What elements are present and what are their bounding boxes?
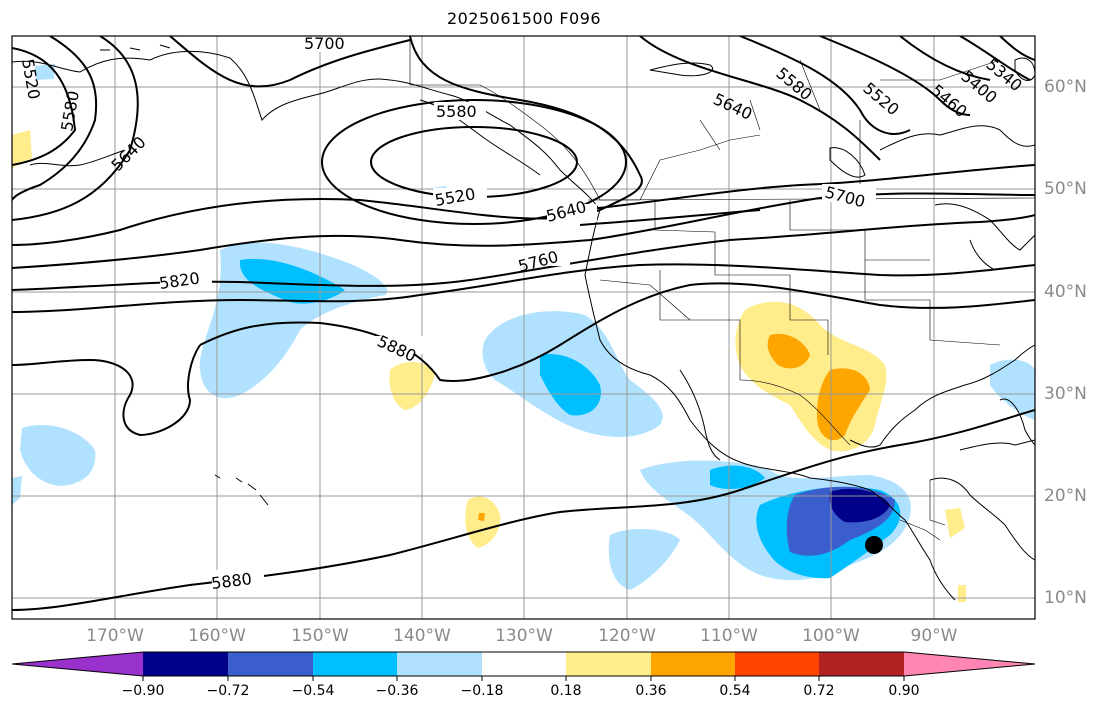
- colorbar-tick-label: 0.18: [550, 683, 582, 699]
- colorbar-tick-label: −0.72: [206, 683, 250, 699]
- latitude-label: 20°N: [1044, 486, 1087, 506]
- anomaly-region-yellow: [945, 508, 965, 538]
- colorbar-swatch: [143, 652, 228, 676]
- longitude-label: 160°W: [188, 626, 246, 646]
- colorbar-swatch: [566, 652, 651, 676]
- longitude-label: 100°W: [802, 626, 860, 646]
- anomaly-region-light-blue: [990, 359, 1035, 420]
- anomaly-region-orange: [767, 333, 810, 369]
- colorbar-swatch: [735, 652, 819, 676]
- longitude-label: 130°W: [495, 626, 553, 646]
- contour-label: 5580: [57, 89, 83, 132]
- anomaly-region-blue: [540, 354, 601, 416]
- contour-label: 5520: [859, 79, 902, 120]
- colorbar-tick-label: 0.72: [803, 683, 835, 699]
- latitude-label: 10°N: [1044, 588, 1087, 608]
- contour-label: 5880: [210, 569, 253, 593]
- latitude-label: 50°N: [1044, 179, 1087, 199]
- anomaly-region-orange: [816, 368, 870, 441]
- colorbar-swatch: [651, 652, 735, 676]
- contour-label: 5700: [304, 34, 345, 53]
- anomaly-region-yellow: [465, 496, 501, 548]
- colorbar-tick-label: −0.18: [460, 683, 504, 699]
- latitude-label: 30°N: [1044, 384, 1087, 404]
- colorbar-min-extend: [12, 652, 143, 676]
- contour-label: 5520: [18, 57, 44, 100]
- colorbar-tick-label: 0.90: [888, 683, 920, 699]
- colorbar: [11, 651, 1036, 681]
- anomaly-region-light-blue: [12, 476, 22, 505]
- colorbar-tick-label: 0.54: [719, 683, 751, 699]
- colorbar-tick-label: 0.36: [635, 683, 667, 699]
- colorbar-tick-label: −0.90: [121, 683, 165, 699]
- location-marker: [865, 536, 883, 554]
- anomaly-region-orange: [478, 513, 485, 521]
- anomaly-region-yellow: [389, 362, 435, 410]
- longitude-label: 90°W: [910, 626, 958, 646]
- colorbar-tick-label: −0.36: [375, 683, 419, 699]
- anomaly-region-yellow: [12, 130, 32, 168]
- colorbar-swatch: [397, 652, 482, 676]
- anomaly-region-navy: [829, 488, 890, 523]
- longitude-label: 140°W: [393, 626, 451, 646]
- longitude-label: 150°W: [291, 626, 349, 646]
- anomaly-region-light-blue: [20, 424, 96, 486]
- latitude-label: 40°N: [1044, 282, 1087, 302]
- colorbar-tick-label: −0.54: [291, 683, 335, 699]
- latitude-label: 60°N: [1044, 77, 1087, 97]
- map-frame: [11, 35, 1036, 620]
- contour-label: 5640: [710, 89, 755, 123]
- anomaly-region-light-blue: [35, 64, 55, 80]
- longitude-label: 170°W: [86, 626, 144, 646]
- anomaly-region-yellow: [958, 585, 966, 602]
- contour-label-halos: [160, 34, 876, 588]
- contour-label: 5640: [107, 133, 149, 175]
- contour-label: 5580: [436, 102, 477, 121]
- colorbar-max-extend: [904, 652, 1035, 676]
- longitude-label: 110°W: [700, 626, 758, 646]
- graticule: [12, 36, 1035, 619]
- anomaly-region-light-blue: [608, 528, 680, 590]
- map-title: 2025061500 F096: [446, 9, 602, 28]
- colorbar-swatch: [228, 652, 313, 676]
- coastlines: [12, 44, 1035, 601]
- longitude-label: 120°W: [598, 626, 656, 646]
- colorbar-swatch: [819, 652, 904, 676]
- colorbar-swatch: [482, 652, 566, 676]
- colorbar-swatch: [313, 652, 397, 676]
- anomaly-region-blue: [710, 465, 765, 490]
